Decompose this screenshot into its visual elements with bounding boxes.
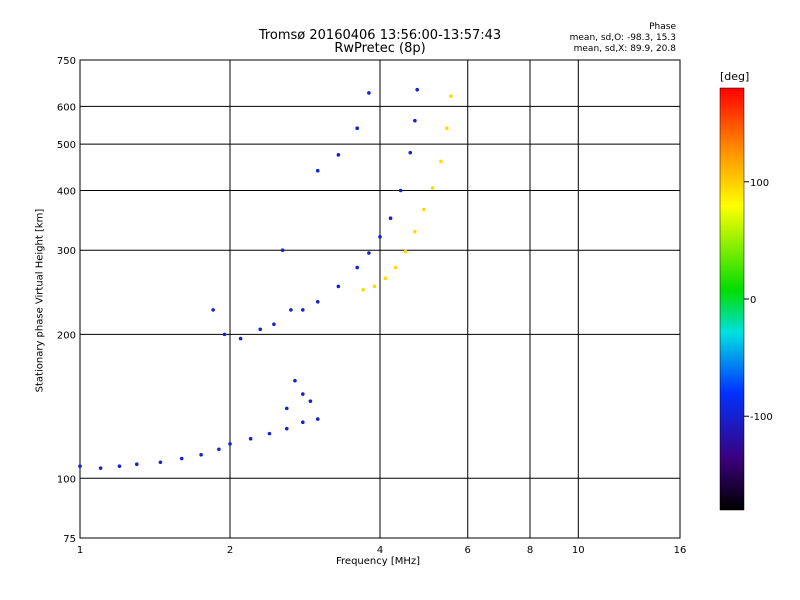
data-point-X xyxy=(430,186,435,190)
grid-lines xyxy=(80,60,680,538)
data-point-X xyxy=(439,159,443,164)
data-point-O xyxy=(413,118,417,123)
y-tick-label: 750 xyxy=(57,56,76,67)
y-axis-title: Stationary phase Virtual Height [km] xyxy=(34,208,46,393)
data-point-O xyxy=(98,466,103,470)
y-tick-labels: 75 100 200 300 400 500 600 750 xyxy=(57,56,76,545)
y-tick-label: 400 xyxy=(57,186,76,197)
data-point-X xyxy=(372,284,377,289)
x-tick-label: 16 xyxy=(674,545,687,556)
x-axis-title: Frequency [MHz] xyxy=(336,556,421,567)
data-point-O xyxy=(284,426,289,431)
data-point-O xyxy=(315,417,320,421)
data-point-O xyxy=(289,308,293,312)
chart-title: Tromsø 20160406 13:56:00-13:57:43 xyxy=(258,28,502,43)
colorbar-tick-label: 0 xyxy=(750,295,756,306)
colorbar-tick-label: -100 xyxy=(750,412,773,423)
y-tick-label: 500 xyxy=(57,140,76,151)
x-tick-label: 8 xyxy=(527,545,533,556)
data-point-O xyxy=(355,126,359,130)
data-point-O xyxy=(408,150,413,155)
data-point-X xyxy=(383,276,388,281)
data-point-O xyxy=(199,452,203,457)
data-point-O xyxy=(78,464,82,468)
x-tick-label: 4 xyxy=(377,545,383,556)
x-tick-label: 6 xyxy=(465,545,471,556)
data-point-O xyxy=(267,431,272,436)
data-point-O xyxy=(280,248,285,253)
y-tick-label: 200 xyxy=(57,330,76,341)
colorbar-ticks: 100 0 -100 xyxy=(744,178,773,423)
data-point-O xyxy=(293,378,297,383)
data-point-X xyxy=(445,126,449,130)
phase-x-stats: mean, sd,X: 89.9, 20.8 xyxy=(573,44,676,54)
data-point-X xyxy=(403,249,408,254)
data-point-O xyxy=(301,420,305,425)
phase-o-stats: mean, sd,O: -98.3, 15.3 xyxy=(569,33,676,43)
data-points xyxy=(78,87,453,470)
data-point-O xyxy=(258,327,263,332)
data-point-O xyxy=(117,464,122,468)
x-tick-labels: 1 2 4 6 8 10 16 xyxy=(77,545,687,556)
data-point-O xyxy=(355,265,359,270)
data-point-X xyxy=(393,265,398,270)
data-point-O xyxy=(388,216,393,221)
data-point-O xyxy=(378,235,382,239)
data-point-O xyxy=(272,322,276,327)
data-point-O xyxy=(308,399,313,403)
x-tick-label: 2 xyxy=(227,545,233,556)
data-point-O xyxy=(415,87,419,92)
data-point-O xyxy=(336,153,341,157)
data-point-O xyxy=(301,392,305,396)
colorbar-label: [deg] xyxy=(720,70,750,83)
data-point-X xyxy=(422,207,426,212)
phase-heading: Phase xyxy=(649,22,676,32)
data-point-O xyxy=(217,447,221,452)
data-point-O xyxy=(315,168,320,173)
data-point-O xyxy=(284,406,289,411)
y-tick-label: 600 xyxy=(57,102,76,113)
y-tick-label: 300 xyxy=(57,246,76,257)
data-point-O xyxy=(158,460,163,465)
data-point-O xyxy=(134,462,139,467)
data-point-O xyxy=(315,299,320,304)
y-tick-label: 100 xyxy=(57,474,76,485)
colorbar xyxy=(719,87,745,511)
data-point-X xyxy=(413,229,417,234)
x-tick-label: 1 xyxy=(77,545,83,556)
data-point-O xyxy=(398,188,403,193)
data-point-O xyxy=(222,332,227,337)
data-point-O xyxy=(248,436,253,441)
data-point-X xyxy=(449,94,453,98)
y-tick-label: 75 xyxy=(63,534,76,545)
data-point-X xyxy=(361,287,365,292)
data-point-O xyxy=(336,284,341,289)
chart-subtitle: RwPretec (8p) xyxy=(334,41,426,56)
colorbar-tick-label: 100 xyxy=(750,178,769,189)
x-tick-label: 10 xyxy=(572,545,585,556)
data-point-O xyxy=(211,308,215,312)
data-point-O xyxy=(367,91,371,95)
data-point-O xyxy=(238,336,243,341)
data-point-O xyxy=(179,456,184,461)
data-point-O xyxy=(367,251,371,255)
data-point-O xyxy=(228,442,232,446)
data-point-O xyxy=(301,308,305,312)
